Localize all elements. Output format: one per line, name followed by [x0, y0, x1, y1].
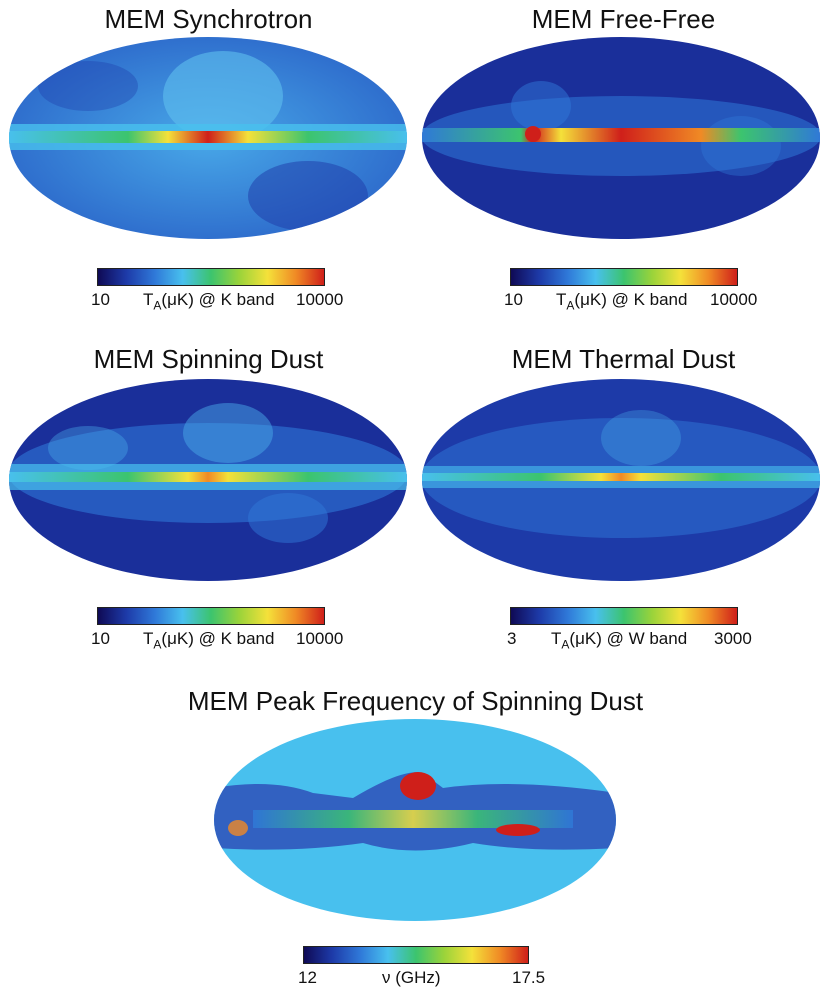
sky-map-peak-frequency	[214, 719, 616, 921]
colorbar-label-thermal-dust: TA(μK) @ W band	[551, 629, 688, 652]
colorbar-min-thermal-dust: 3	[507, 629, 517, 648]
colorbar-max-free-free: 10000	[710, 290, 758, 309]
colorbar-label-free-free: TA(μK) @ K band	[556, 290, 688, 313]
colorbar-label-spinning-dust: TA(μK) @ K band	[143, 629, 275, 652]
colorbar-free-free	[510, 268, 738, 286]
panel-title-spinning-dust: MEM Spinning Dust	[93, 344, 324, 374]
colorbar-min-free-free: 10	[504, 290, 523, 309]
sky-map-spinning-dust	[9, 379, 407, 581]
colorbar-synchrotron	[97, 268, 325, 286]
sky-map-synchrotron	[9, 37, 407, 239]
colorbar-max-synchrotron: 10000	[296, 290, 344, 309]
colorbar-max-spinning-dust: 10000	[296, 629, 344, 648]
colorbar-label-synchrotron: TA(μK) @ K band	[143, 290, 275, 313]
sky-map-thermal-dust	[422, 379, 820, 581]
colorbar-max-thermal-dust: 3000	[714, 629, 752, 648]
colorbar-spinning-dust	[97, 607, 325, 625]
colorbar-min-peak-frequency: 12	[298, 968, 317, 987]
panel-title-thermal-dust: MEM Thermal Dust	[511, 344, 736, 374]
colorbar-label-peak-frequency: ν (GHz)	[382, 968, 441, 987]
colorbar-max-peak-frequency: 17.5	[512, 968, 546, 987]
sky-map-free-free	[422, 37, 820, 239]
panel-title-peak-frequency: MEM Peak Frequency of Spinning Dust	[187, 686, 644, 716]
panel-title-free-free: MEM Free-Free	[531, 4, 716, 34]
colorbar-peak-frequency	[303, 946, 529, 964]
colorbar-min-spinning-dust: 10	[91, 629, 110, 648]
panel-title-synchrotron: MEM Synchrotron	[104, 4, 313, 34]
colorbar-thermal-dust	[510, 607, 738, 625]
colorbar-min-synchrotron: 10	[91, 290, 110, 309]
